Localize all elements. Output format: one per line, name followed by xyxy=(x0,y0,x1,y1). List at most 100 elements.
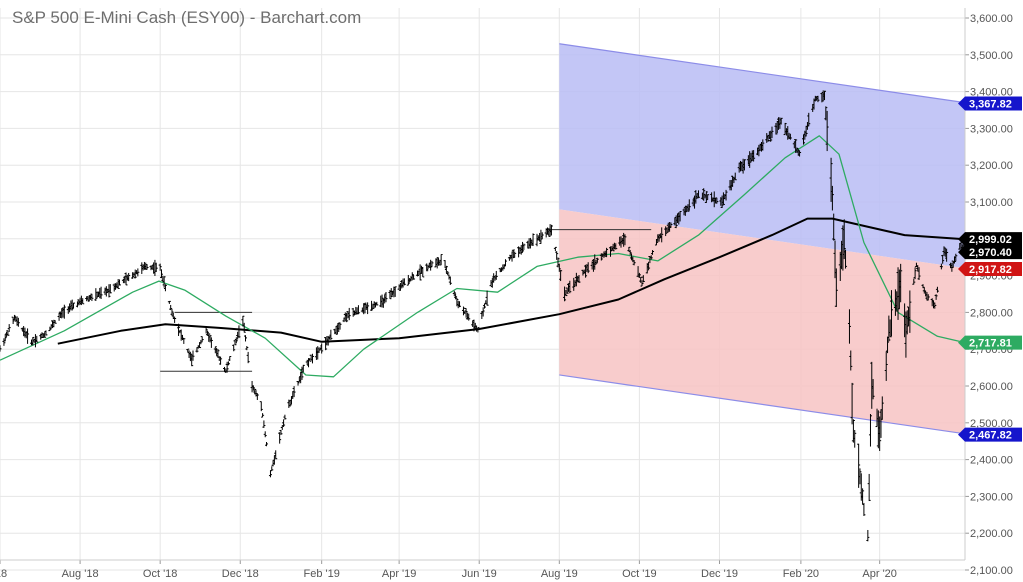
value-tag-shape xyxy=(958,96,1022,111)
value-tag: 2,917.82 xyxy=(958,262,1022,277)
price-bar xyxy=(595,257,599,263)
price-bar xyxy=(823,90,827,101)
price-bar xyxy=(794,139,798,153)
price-bar xyxy=(418,264,422,281)
price-bar xyxy=(572,277,576,291)
price-bar xyxy=(44,330,48,336)
price-bar xyxy=(577,274,581,283)
price-bar xyxy=(540,232,544,239)
price-bar xyxy=(905,310,909,335)
price-bar xyxy=(511,249,515,259)
price-bar xyxy=(594,259,598,265)
price-bar xyxy=(131,272,135,279)
price-bar xyxy=(11,316,15,324)
price-bar xyxy=(255,393,259,401)
price-bar xyxy=(421,266,425,278)
price-bar xyxy=(599,253,603,261)
price-bar xyxy=(35,335,39,343)
channel-upper-band xyxy=(559,43,965,269)
price-bar xyxy=(282,419,286,427)
price-bar xyxy=(954,253,958,262)
price-bar xyxy=(232,344,236,352)
channel-lower-line xyxy=(559,374,966,435)
price-bar xyxy=(832,213,836,241)
y-tick-label: 2,300.00 xyxy=(970,491,1013,503)
price-bar xyxy=(824,106,828,121)
price-bar xyxy=(70,299,74,311)
price-bar xyxy=(945,248,949,262)
price-bar xyxy=(242,322,246,333)
price-bar xyxy=(720,195,724,208)
price-bar xyxy=(912,278,916,285)
price-bar xyxy=(265,442,269,447)
price-bar xyxy=(43,332,47,338)
price-bar xyxy=(292,386,296,398)
y-tick-label: 2,200.00 xyxy=(970,528,1013,540)
y-tick-label: 2,800.00 xyxy=(970,307,1013,319)
price-bar xyxy=(410,272,414,281)
value-tag-shape xyxy=(958,335,1022,350)
price-bar xyxy=(244,335,248,342)
price-bar xyxy=(412,274,416,280)
price-bar xyxy=(853,429,857,448)
price-bar xyxy=(559,269,563,282)
price-bar xyxy=(263,431,267,438)
price-bar xyxy=(568,280,572,294)
price-bar xyxy=(640,280,644,287)
price-bar xyxy=(647,261,651,271)
price-bar xyxy=(683,205,687,216)
y-tick-label: 2,600.00 xyxy=(970,381,1013,393)
price-bar xyxy=(761,139,765,151)
price-bar xyxy=(521,241,525,254)
price-bar xyxy=(742,159,746,171)
price-bar xyxy=(216,348,220,358)
value-tag-label: 2,467.82 xyxy=(969,430,1012,442)
value-tag-label: 2,917.82 xyxy=(969,264,1012,276)
price-bar xyxy=(871,379,875,400)
price-bar xyxy=(347,307,351,321)
price-bar xyxy=(225,361,229,373)
y-tick-label: 2,500.00 xyxy=(970,418,1013,430)
price-bar xyxy=(159,269,163,279)
price-bar xyxy=(245,346,249,351)
price-bar xyxy=(549,224,553,236)
price-bar xyxy=(393,286,397,297)
channel-lower-band xyxy=(559,209,965,434)
price-bar xyxy=(268,470,272,478)
price-bar xyxy=(485,290,489,306)
value-tag-shape xyxy=(958,245,1022,260)
price-bar xyxy=(62,304,66,319)
price-bar xyxy=(94,288,98,301)
value-tag: 2,999.02 xyxy=(958,232,1022,247)
x-tick-label: Aug '19 xyxy=(541,568,578,580)
price-bar xyxy=(503,259,507,267)
price-bar xyxy=(90,293,94,302)
price-bar xyxy=(858,468,862,485)
price-bar xyxy=(320,343,324,354)
price-bar xyxy=(446,271,450,276)
price-bar xyxy=(934,294,938,300)
y-tick-label: 2,100.00 xyxy=(970,565,1013,577)
channel-upper-line xyxy=(559,43,966,104)
price-bar xyxy=(345,312,349,323)
price-bar xyxy=(564,289,568,297)
price-bar xyxy=(830,185,834,211)
value-tag-shape xyxy=(958,262,1022,277)
x-tick-label: Feb '19 xyxy=(303,568,339,580)
price-bar xyxy=(935,286,939,293)
price-bar xyxy=(857,443,861,488)
price-bar xyxy=(467,313,471,321)
price-bar xyxy=(182,338,186,344)
y-tick-label: 3,300.00 xyxy=(970,123,1013,135)
price-bar xyxy=(651,250,655,255)
price-bar xyxy=(586,262,590,274)
price-bar xyxy=(452,290,456,297)
price-bar xyxy=(926,294,930,301)
value-tag-label: 2,970.40 xyxy=(969,247,1012,259)
price-bar xyxy=(444,265,448,274)
price-bar xyxy=(228,355,232,361)
price-bar xyxy=(908,290,912,333)
price-bar xyxy=(375,301,379,306)
price-bar xyxy=(186,348,190,353)
price-bar xyxy=(804,125,808,137)
